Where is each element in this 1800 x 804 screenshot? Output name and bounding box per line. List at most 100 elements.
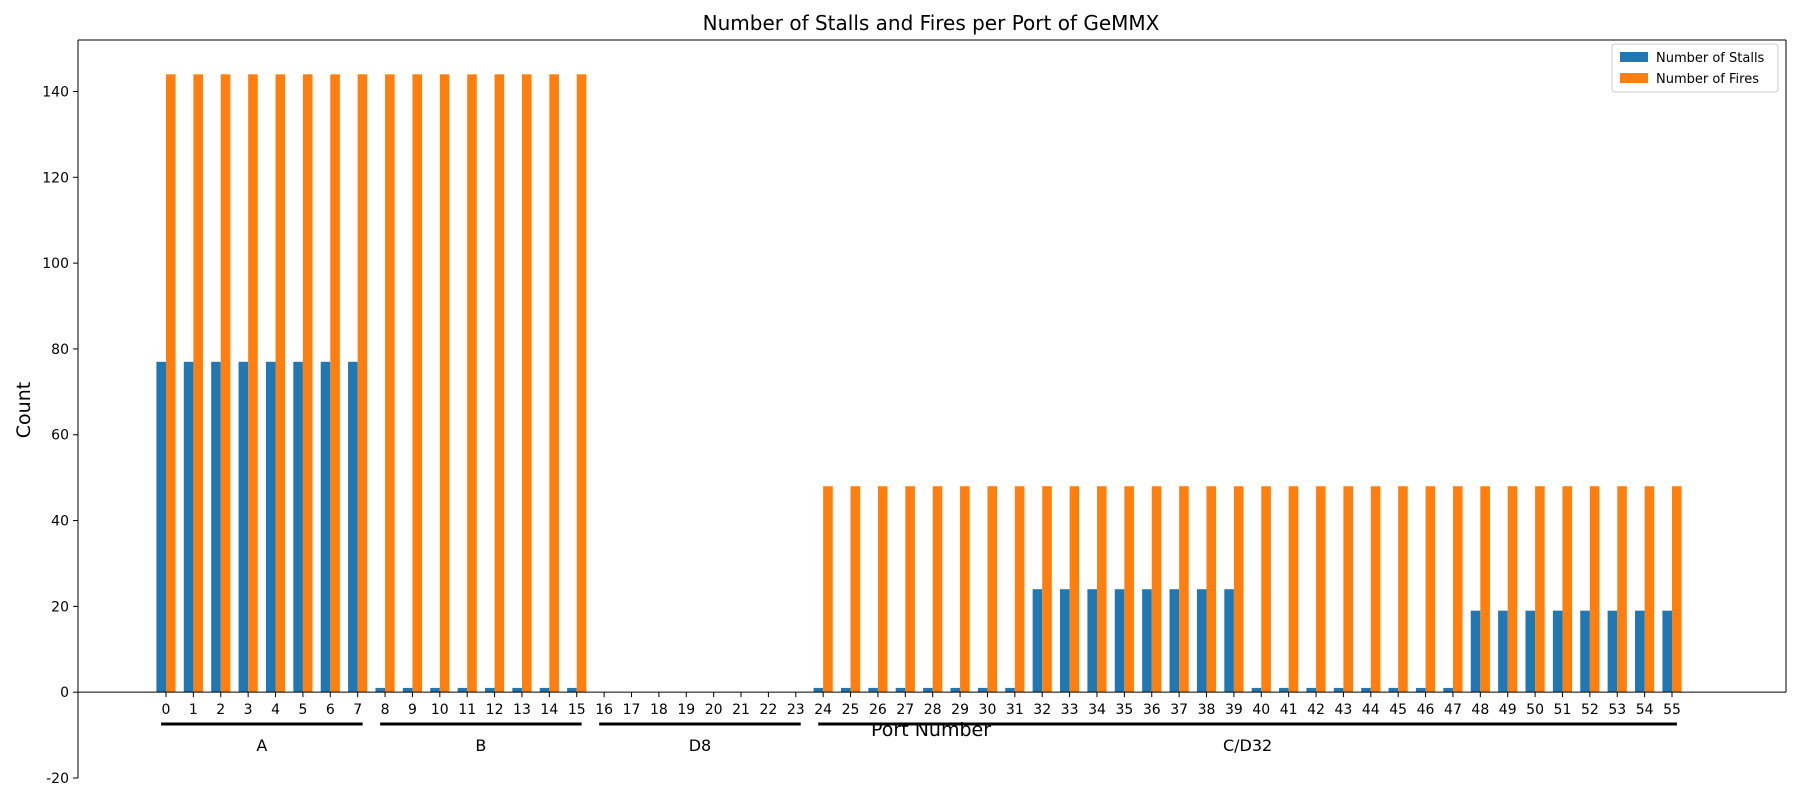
stall-bar-44 — [1361, 687, 1371, 693]
fire-bar-25 — [850, 486, 861, 693]
stall-bar-14 — [539, 687, 550, 693]
y-tick-label-120: 120 — [42, 170, 69, 186]
stall-bar-47 — [1443, 687, 1453, 693]
x-tick-label-27: 27 — [896, 702, 914, 718]
stall-bar-51 — [1552, 610, 1563, 693]
stall-bar-5 — [293, 361, 303, 693]
x-tick-label-22: 22 — [759, 702, 777, 718]
fire-bar-6 — [330, 74, 340, 693]
fire-bar-29 — [960, 486, 970, 693]
x-tick-label-26: 26 — [869, 702, 887, 718]
x-tick-label-3: 3 — [244, 702, 253, 718]
x-tick-label-46: 46 — [1417, 702, 1435, 718]
x-tick-label-0: 0 — [162, 702, 171, 718]
stall-bar-32 — [1032, 589, 1043, 693]
stall-bar-27 — [895, 687, 906, 693]
stall-bar-25 — [840, 687, 851, 693]
stall-bar-11 — [457, 687, 468, 693]
stall-bar-4 — [265, 361, 276, 693]
fire-bar-35 — [1124, 486, 1134, 693]
fire-bar-41 — [1288, 486, 1299, 693]
x-tick-label-5: 5 — [298, 702, 307, 718]
x-tick-label-18: 18 — [650, 702, 668, 718]
fire-bar-0 — [166, 74, 176, 693]
x-tick-label-37: 37 — [1170, 702, 1188, 718]
stall-bar-39 — [1224, 589, 1234, 693]
x-tick-label-32: 32 — [1033, 702, 1051, 718]
x-tick-label-55: 55 — [1663, 702, 1681, 718]
fire-bar-42 — [1316, 486, 1326, 693]
group-label-D8: D8 — [689, 736, 712, 755]
stall-bar-2 — [211, 361, 221, 693]
x-tick-label-47: 47 — [1444, 702, 1462, 718]
fire-bar-27 — [905, 486, 915, 693]
fire-bar-51 — [1562, 486, 1573, 693]
x-tick-label-54: 54 — [1636, 702, 1654, 718]
fire-bar-31 — [1014, 486, 1025, 693]
stall-bar-28 — [923, 687, 933, 693]
port-groups: A B D8 C/D32 — [161, 722, 1677, 755]
x-tick-label-1: 1 — [189, 702, 198, 718]
x-tick-label-44: 44 — [1362, 702, 1380, 718]
fire-bar-1 — [193, 74, 203, 693]
x-tick-label-29: 29 — [951, 702, 969, 718]
stall-bar-3 — [238, 361, 249, 693]
stall-bar-7 — [348, 361, 358, 693]
fire-bar-15 — [576, 74, 587, 693]
fire-bar-8 — [385, 74, 395, 693]
stall-bar-6 — [320, 361, 331, 693]
x-tick-label-34: 34 — [1088, 702, 1106, 718]
fire-bar-14 — [549, 74, 559, 693]
x-tick-label-7: 7 — [353, 702, 362, 718]
y-tick-label--20: -20 — [46, 771, 69, 787]
fire-bar-11 — [467, 74, 477, 693]
fire-bar-39 — [1233, 486, 1244, 693]
fire-bar-49 — [1507, 486, 1518, 693]
x-tick-label-12: 12 — [486, 702, 504, 718]
x-tick-label-30: 30 — [979, 702, 997, 718]
stall-bar-1 — [183, 361, 194, 693]
stall-bar-55 — [1662, 610, 1672, 693]
fire-bar-46 — [1425, 486, 1436, 693]
x-tick-label-40: 40 — [1252, 702, 1270, 718]
x-tick-label-6: 6 — [326, 702, 335, 718]
stall-bar-37 — [1169, 589, 1180, 693]
fire-bar-47 — [1452, 486, 1463, 693]
stall-bar-41 — [1279, 687, 1289, 693]
fire-bar-52 — [1589, 486, 1600, 693]
y-tick-label-60: 60 — [51, 428, 69, 444]
y-tick-label-0: 0 — [60, 685, 69, 701]
x-tick-label-52: 52 — [1581, 702, 1599, 718]
stall-bar-8 — [375, 687, 386, 693]
x-tick-label-33: 33 — [1061, 702, 1079, 718]
group-label-B: B — [475, 736, 486, 755]
fire-bar-40 — [1261, 486, 1271, 693]
stall-bar-12 — [485, 687, 495, 693]
x-tick-label-45: 45 — [1389, 702, 1407, 718]
y-tick-label-140: 140 — [42, 84, 69, 100]
stall-bar-48 — [1470, 610, 1481, 693]
y-tick-label-100: 100 — [42, 256, 69, 272]
x-tick-label-23: 23 — [787, 702, 805, 718]
stall-bar-9 — [402, 687, 413, 693]
fire-bar-9 — [412, 74, 423, 693]
fire-bar-48 — [1480, 486, 1490, 693]
x-tick-label-48: 48 — [1471, 702, 1489, 718]
fire-bar-4 — [275, 74, 286, 693]
legend-swatch-stalls — [1620, 52, 1648, 62]
stall-bar-54 — [1635, 610, 1645, 693]
stall-bar-33 — [1060, 589, 1070, 693]
fire-bar-53 — [1617, 486, 1627, 693]
stall-bar-46 — [1415, 687, 1426, 693]
fire-bar-5 — [302, 74, 313, 693]
fire-bar-36 — [1151, 486, 1162, 693]
fire-bar-10 — [439, 74, 450, 693]
x-tick-label-41: 41 — [1280, 702, 1298, 718]
x-tick-label-15: 15 — [568, 702, 586, 718]
fire-bar-44 — [1370, 486, 1381, 693]
stall-bar-24 — [813, 687, 824, 693]
x-tick-label-53: 53 — [1608, 702, 1626, 718]
fire-bar-13 — [521, 74, 532, 693]
x-tick-label-20: 20 — [705, 702, 723, 718]
